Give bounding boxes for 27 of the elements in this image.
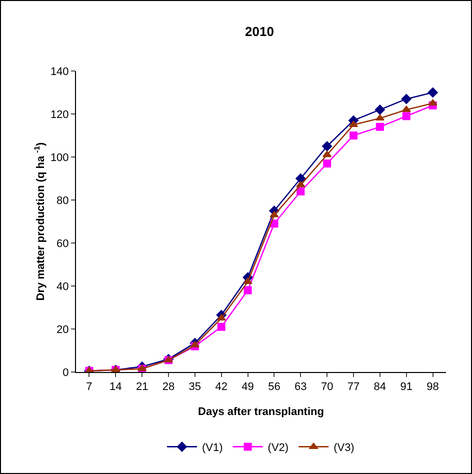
x-axis-title: Days after transplanting — [198, 406, 324, 418]
x-tick-label: 28 — [162, 381, 175, 394]
x-tick-label: 91 — [400, 381, 412, 394]
x-tick-label: 49 — [242, 381, 254, 394]
y-tick-label: 60 — [56, 238, 69, 250]
x-tick-label: 14 — [110, 381, 122, 394]
x-tick-label: 70 — [320, 381, 334, 394]
legend-label: (V3) — [334, 442, 354, 454]
y-tick-label: 140 — [50, 66, 69, 78]
y-tick-label: 20 — [56, 324, 69, 336]
x-tick-label: 63 — [294, 381, 307, 394]
x-tick-label: 42 — [215, 381, 228, 394]
legend-label: (V2) — [268, 442, 289, 454]
x-tick-label: 84 — [374, 381, 386, 394]
x-tick-label: 7 — [86, 381, 92, 394]
chart-title: 2010 — [245, 24, 274, 40]
x-tick-label: 77 — [347, 381, 360, 394]
legend-label: (V1) — [202, 442, 223, 454]
y-tick-label: 100 — [50, 152, 69, 164]
y-tick-label: 120 — [50, 108, 69, 121]
x-tick-label: 35 — [188, 381, 202, 394]
y-tick-label: 0 — [62, 366, 69, 379]
x-tick-label: 56 — [268, 381, 280, 394]
y-tick-label: 80 — [56, 194, 69, 207]
y-tick-label: 40 — [56, 280, 69, 293]
x-tick-label: 21 — [136, 381, 148, 394]
x-tick-label: 98 — [426, 381, 439, 394]
